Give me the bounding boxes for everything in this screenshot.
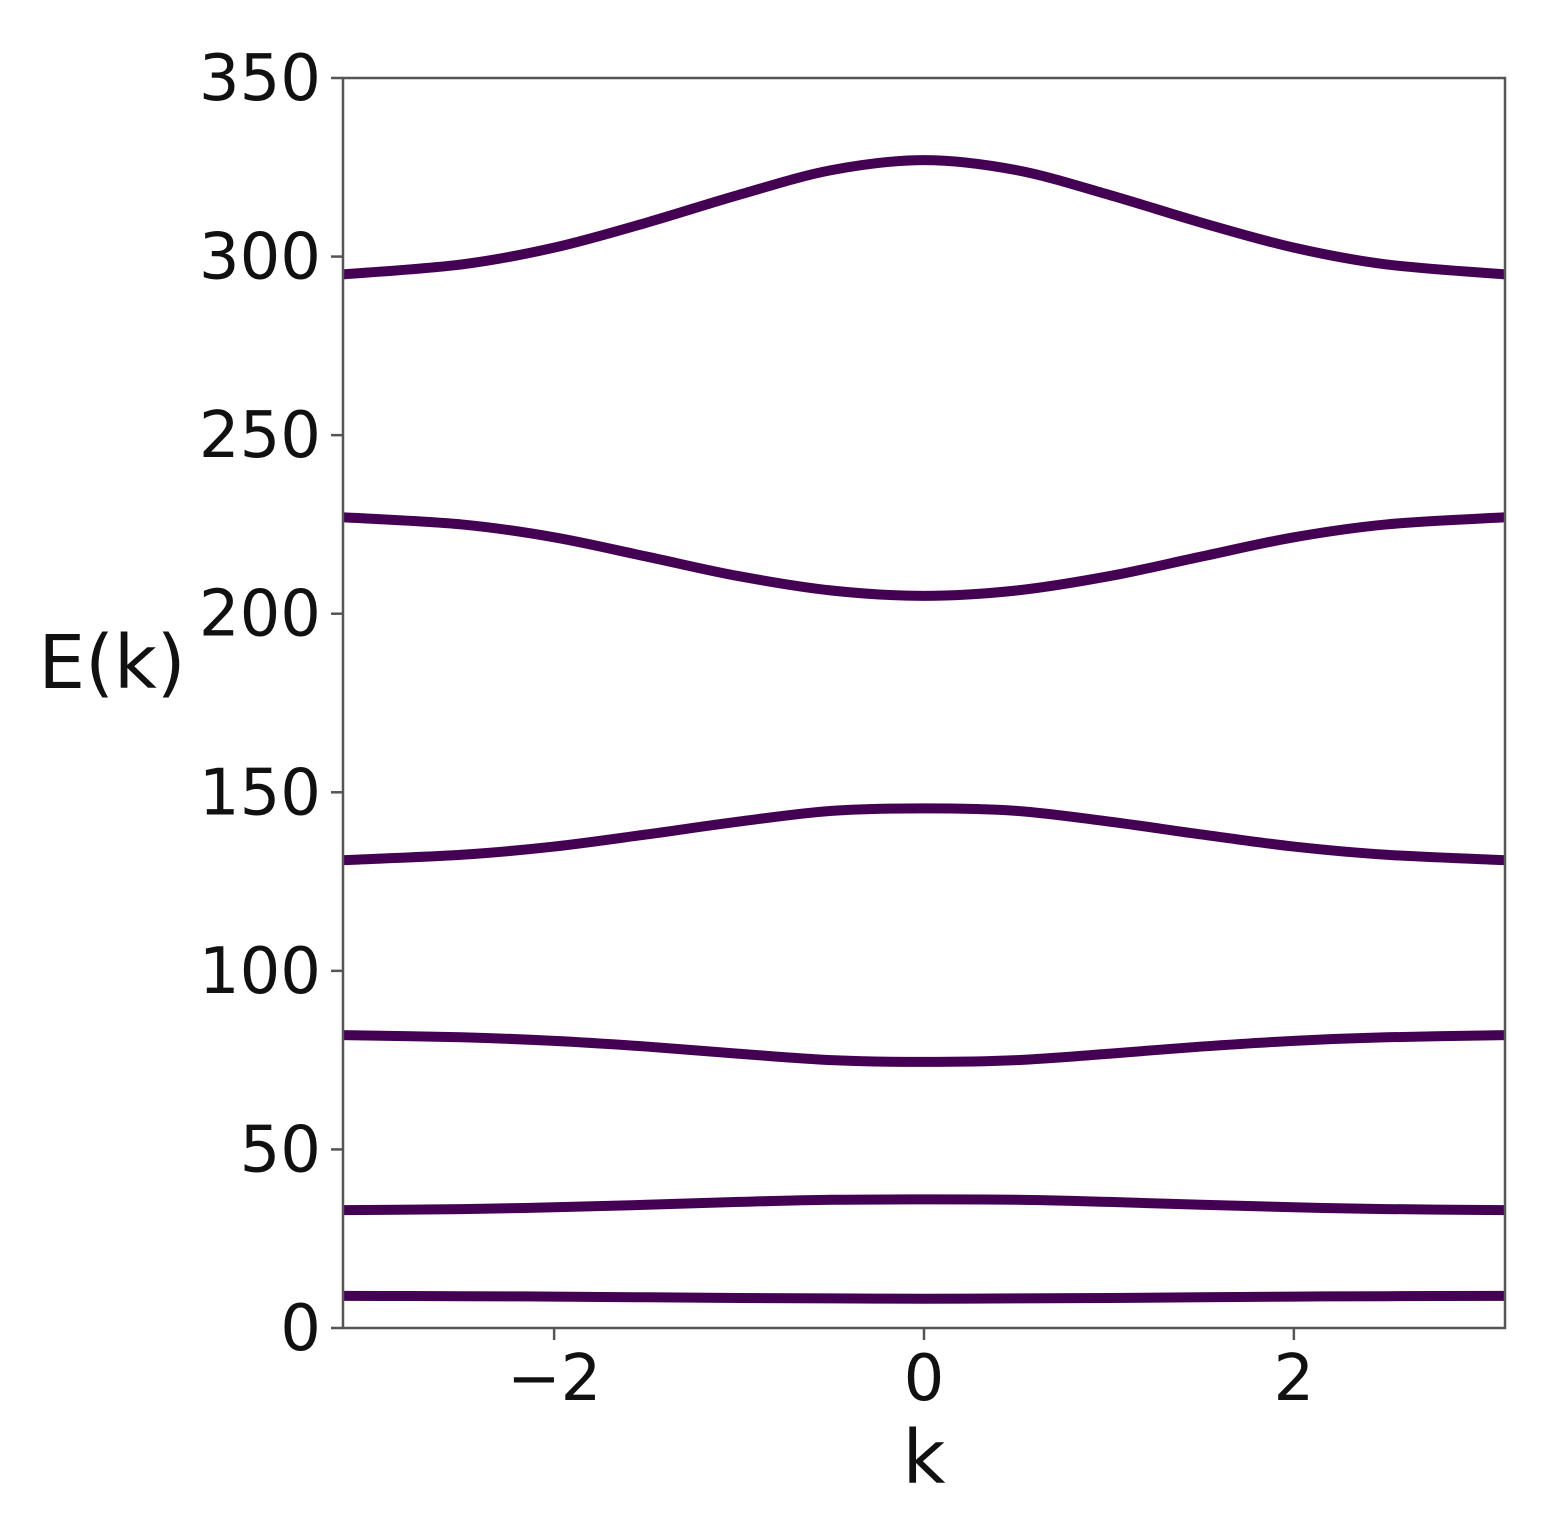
band-line-4	[342, 803, 1506, 866]
band-line-3	[342, 1030, 1506, 1067]
y-tick-label: 100	[199, 935, 321, 1009]
band-line-6	[342, 155, 1506, 280]
band-line-2	[342, 1194, 1506, 1216]
y-tick-label: 150	[199, 756, 321, 830]
y-axis-ticks: 0 50 100 150 200 250 300 350	[199, 42, 343, 1366]
y-tick-label: 350	[199, 42, 321, 116]
y-tick-label: 300	[199, 221, 321, 295]
y-axis-label: E(k)	[38, 620, 185, 706]
series-layer	[342, 155, 1506, 1304]
y-tick-label: 200	[199, 578, 321, 652]
x-tick-label: 2	[1274, 1342, 1315, 1416]
x-axis-label: k	[903, 1415, 946, 1501]
band-line-5	[342, 512, 1506, 601]
y-tick-label: 50	[240, 1113, 321, 1187]
x-tick-label: 0	[904, 1342, 945, 1416]
x-tick-label: −2	[507, 1342, 601, 1416]
y-tick-label: 0	[280, 1292, 321, 1366]
x-axis-ticks: −2 0 2	[507, 1328, 1314, 1416]
band-line-1	[342, 1290, 1506, 1304]
y-tick-label: 250	[199, 399, 321, 473]
